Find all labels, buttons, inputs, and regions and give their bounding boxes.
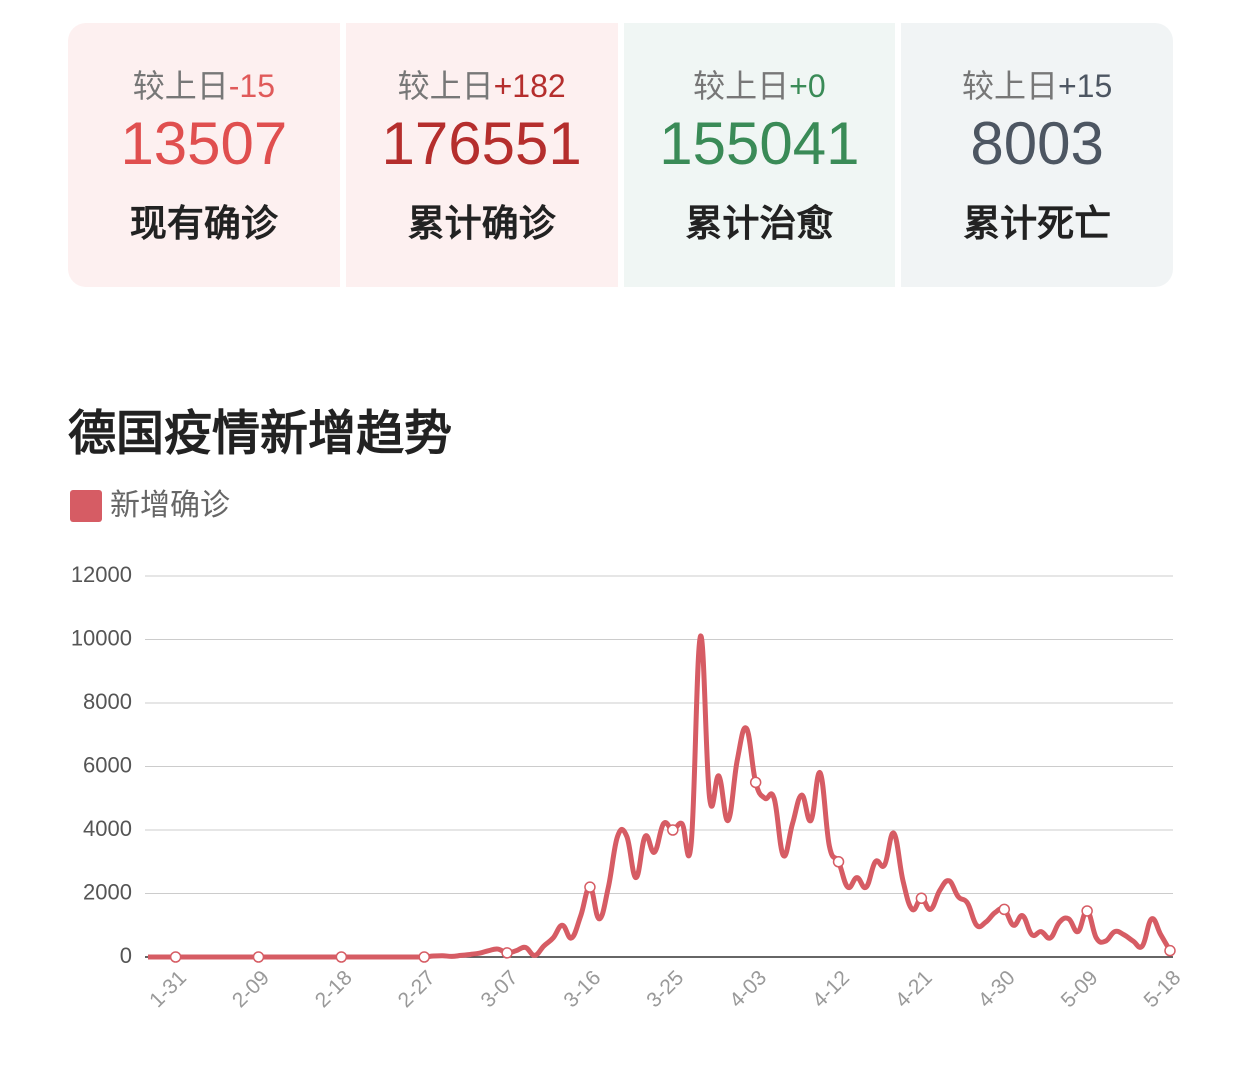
y-tick-label: 10000 [71, 625, 132, 650]
point-marker [749, 776, 762, 789]
change-line: 较上日+15 [901, 61, 1173, 104]
point-marker [667, 824, 679, 836]
point-marker [1081, 905, 1093, 917]
x-tick-label: 3-07 [477, 966, 523, 1012]
point-marker [1164, 944, 1176, 957]
point-marker [915, 892, 928, 905]
x-tick-label: 3-25 [642, 966, 688, 1012]
x-tick-label: 5-18 [1139, 966, 1185, 1012]
stat-cards: 较上日-15 13507 现有确诊 较上日+182 176551 累计确诊 较上日+0 155… [68, 23, 1173, 287]
x-tick-label: 5-09 [1057, 966, 1103, 1012]
point-marker [169, 951, 182, 963]
change-value: +0 [789, 68, 826, 104]
point-marker [252, 951, 265, 963]
stat-name: 现有确诊 [129, 203, 278, 244]
legend-label: 新增确诊 [110, 489, 230, 522]
point-marker [418, 951, 430, 963]
change-line: 较上日+182 [346, 61, 618, 104]
change-line: 较上日+0 [624, 61, 896, 104]
y-tick-label: 6000 [83, 752, 132, 777]
x-tick-label: 3-16 [559, 966, 605, 1012]
point-marker [501, 947, 513, 959]
stat-name: 累计确诊 [407, 203, 556, 244]
legend-swatch [70, 490, 102, 522]
chart-title: 德国疫情新增趋势 [68, 408, 452, 461]
change-line: 较上日-15 [68, 61, 340, 104]
stat-value: 155041 [659, 110, 860, 177]
change-value: -15 [228, 68, 275, 104]
x-tick-label: 2-27 [394, 966, 440, 1012]
x-tick-label: 4-03 [725, 966, 771, 1012]
x-tick-label: 2-18 [311, 966, 357, 1012]
stat-value: 8003 [970, 110, 1104, 177]
stat-value: 13507 [120, 110, 288, 177]
change-label: 较上日 [693, 68, 790, 104]
stat-name: 累计治愈 [685, 203, 834, 244]
x-tick-label: 2-09 [228, 966, 274, 1012]
y-tick-label: 4000 [83, 816, 132, 841]
stat-name: 累计死亡 [963, 203, 1112, 244]
change-value: +15 [1057, 68, 1113, 104]
point-marker [335, 951, 348, 963]
series-line [147, 633, 1173, 960]
x-tick-label: 1-31 [145, 966, 191, 1012]
stat-card: 较上日+182 176551 累计确诊 [345, 23, 618, 287]
change-value: +182 [493, 68, 566, 104]
x-tick-label: 4-21 [891, 966, 937, 1012]
y-tick-label: 0 [120, 943, 132, 968]
y-tick-label: 8000 [83, 689, 132, 714]
y-tick-label: 12000 [71, 562, 132, 587]
point-marker [584, 881, 596, 893]
x-tick-label: 4-30 [974, 966, 1020, 1012]
stat-card: 较上日-15 13507 现有确诊 [68, 23, 340, 287]
change-label: 较上日 [132, 68, 229, 104]
stat-card: 较上日+0 155041 累计治愈 [623, 23, 896, 287]
stat-value: 176551 [381, 110, 582, 177]
point-marker [998, 903, 1011, 916]
point-marker [832, 856, 845, 868]
x-tick-label: 4-12 [808, 966, 854, 1012]
change-label: 较上日 [961, 68, 1058, 104]
change-label: 较上日 [397, 68, 494, 104]
stat-card: 较上日+15 8003 累计死亡 [901, 23, 1173, 287]
y-tick-label: 2000 [83, 879, 132, 904]
